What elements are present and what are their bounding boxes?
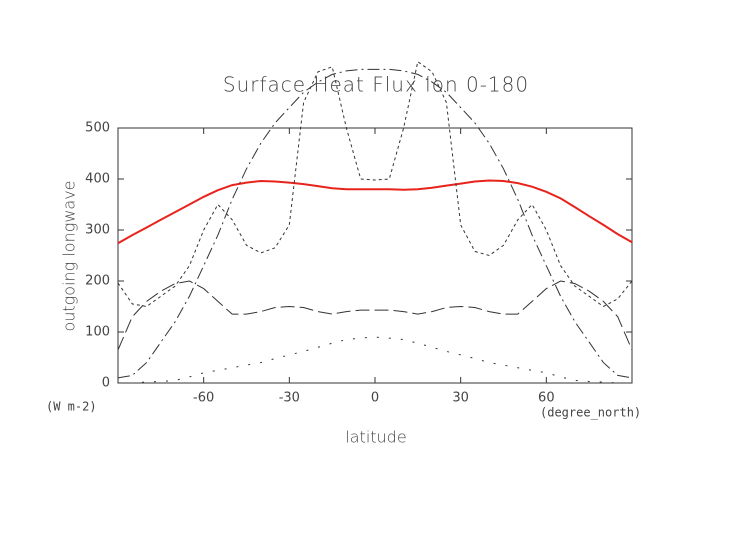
series-line — [117, 179, 633, 245]
series-line — [117, 68, 633, 379]
x-tick-label: 60 — [538, 391, 555, 406]
y-tick-label: 100 — [85, 325, 110, 340]
x-tick-label: -30 — [279, 391, 300, 406]
y-tick-label: 300 — [85, 223, 110, 238]
x-tick-label: 30 — [452, 391, 469, 406]
series-line — [118, 336, 632, 384]
y-axis-label: outgoing longwave — [60, 180, 79, 331]
plot-frame — [117, 127, 633, 384]
y-tick-label: 500 — [85, 121, 110, 136]
y-tick-label: 200 — [85, 274, 110, 289]
chart-title: Surface Heat Flux lon 0-180 — [223, 73, 529, 97]
series-line — [117, 280, 633, 351]
y-tick-label: 0 — [102, 376, 110, 391]
y-tick-label: 400 — [85, 172, 110, 187]
y-units: (W m-2) — [46, 400, 97, 414]
x-units: (degree_north) — [540, 406, 641, 420]
x-tick-label: 0 — [371, 391, 379, 406]
x-tick-label: -60 — [193, 391, 214, 406]
x-axis-label: latitude — [345, 428, 406, 447]
series-line — [117, 60, 633, 308]
